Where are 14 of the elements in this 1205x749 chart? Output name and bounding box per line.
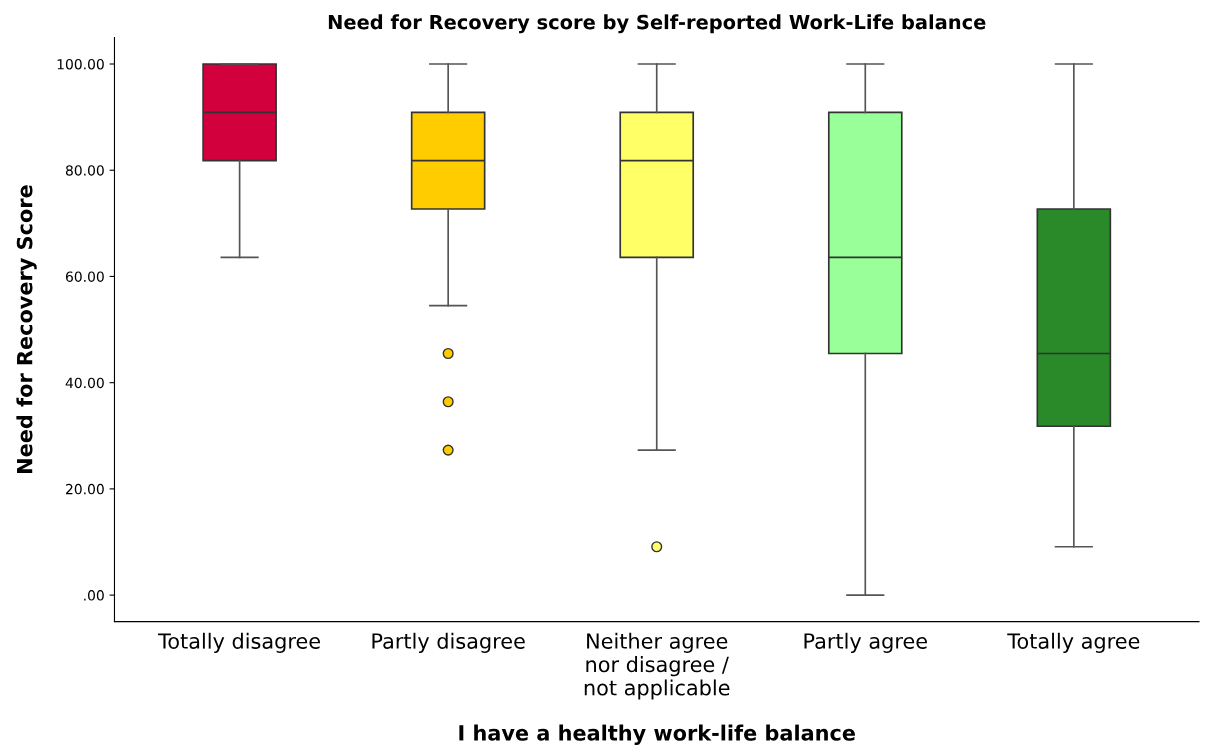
y-tick-label: .00 xyxy=(84,590,104,601)
y-tick-label: 40.00 xyxy=(65,377,104,389)
y-tick-label: 80.00 xyxy=(65,165,104,176)
x-tick-label: Neither agree nor disagree / not applicable xyxy=(584,632,730,700)
y-axis-title: Need for Recovery Score xyxy=(16,185,37,473)
x-tick-label: Partly agree xyxy=(804,632,927,653)
x-tick-label: Partly disagree xyxy=(372,632,525,653)
y-tick-label: 100.00 xyxy=(57,58,104,70)
x-tick-label: Totally agree xyxy=(1007,632,1140,653)
x-tick-label: Totally disagree xyxy=(158,632,320,653)
chart-title: Need for Recovery score by Self-reported Work-Life balance xyxy=(328,14,986,34)
x-axis-title: I have a healthy work-life balance xyxy=(459,724,855,745)
y-tick-label: 20.00 xyxy=(66,483,104,495)
y-tick-label: 60.00 xyxy=(65,271,104,282)
